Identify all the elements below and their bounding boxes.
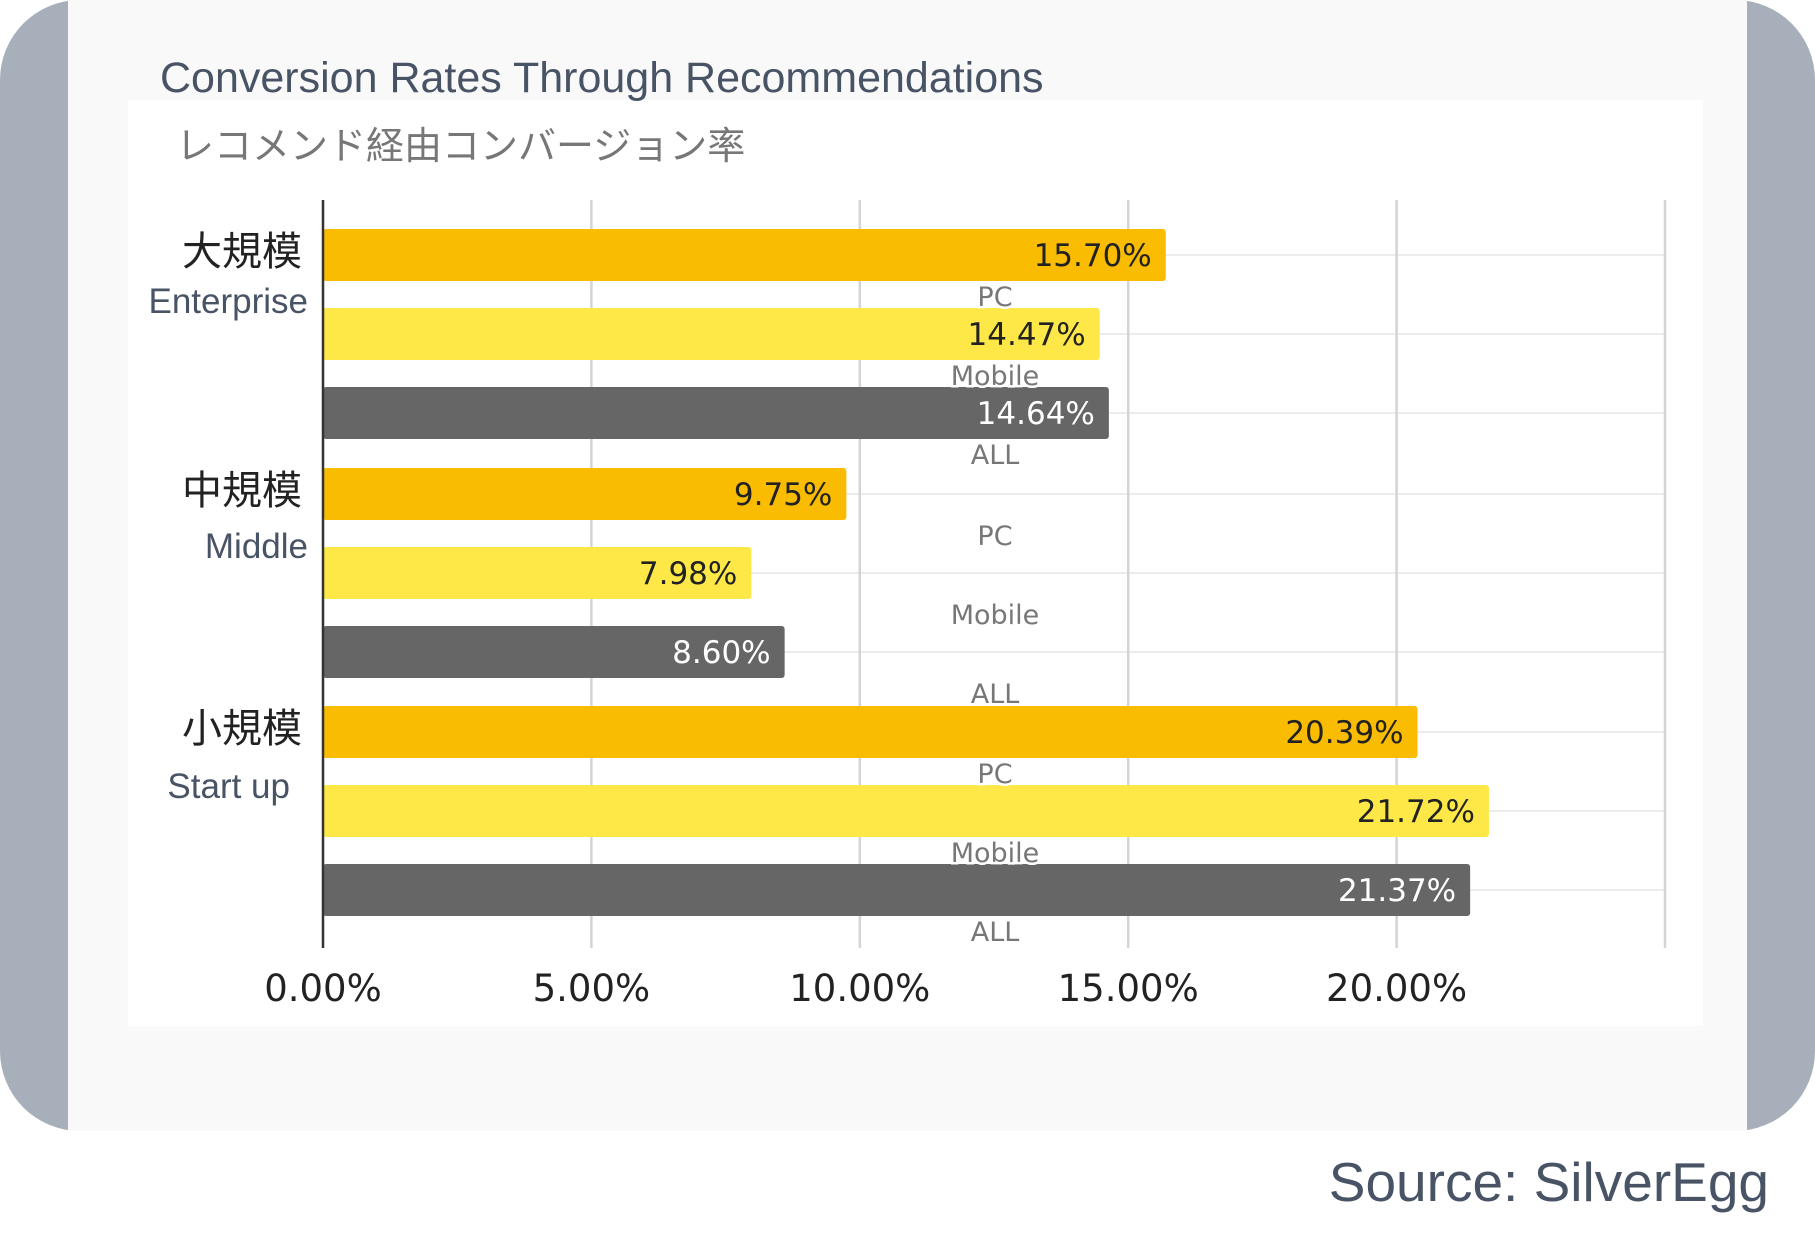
data-label: 15.70% (1034, 238, 1152, 274)
data-label: 14.64% (977, 396, 1095, 432)
bar-all-1 (323, 626, 785, 678)
x-tick-label: 5.00% (533, 967, 651, 1010)
group-label-ja: 中規模 (182, 468, 302, 514)
data-label: 9.75% (734, 477, 832, 513)
x-tick-label: 0.00% (264, 967, 382, 1010)
series-label: PC (977, 521, 1012, 552)
chart-title: Conversion Rates Through Recommendations (160, 54, 1044, 102)
bar-pc-2 (323, 706, 1418, 758)
group-label-ja: 大規模 (182, 229, 302, 275)
series-label: Mobile (951, 361, 1040, 392)
x-tick-label: 15.00% (1058, 967, 1199, 1010)
series-label: PC (977, 759, 1012, 790)
bar-mobile-1 (323, 547, 752, 599)
source-note: Source: SilverEgg (1328, 1151, 1769, 1213)
group-label-ja: 小規模 (182, 706, 302, 752)
data-label: 20.39% (1285, 715, 1403, 751)
bar-mobile-0 (323, 308, 1100, 360)
series-label: PC (977, 282, 1012, 313)
group-label-en: Middle (205, 527, 308, 566)
series-label: ALL (971, 440, 1020, 471)
group-label-en: Start up (167, 767, 290, 806)
bar-pc-1 (323, 468, 847, 520)
group-label-en: Enterprise (148, 282, 308, 321)
x-tick-label: 10.00% (789, 967, 930, 1010)
x-tick-label: 20.00% (1326, 967, 1467, 1010)
series-label: Mobile (951, 600, 1040, 631)
bar-mobile-2 (323, 785, 1489, 837)
data-label: 21.37% (1338, 873, 1456, 909)
series-label: ALL (971, 917, 1020, 948)
series-label: Mobile (951, 838, 1040, 869)
bar-chart: Conversion Rates Through Recommendations… (148, 54, 1667, 1010)
data-label: 14.47% (968, 317, 1086, 353)
bar-all-0 (323, 387, 1109, 439)
bar-all-2 (323, 864, 1471, 916)
data-label: 8.60% (672, 635, 770, 671)
data-label: 21.72% (1357, 794, 1475, 830)
data-label: 7.98% (639, 556, 737, 592)
bar-pc-0 (323, 229, 1166, 281)
chart-subtitle: レコメンド経由コンバージョン率 (176, 124, 745, 168)
series-label: ALL (971, 679, 1020, 710)
